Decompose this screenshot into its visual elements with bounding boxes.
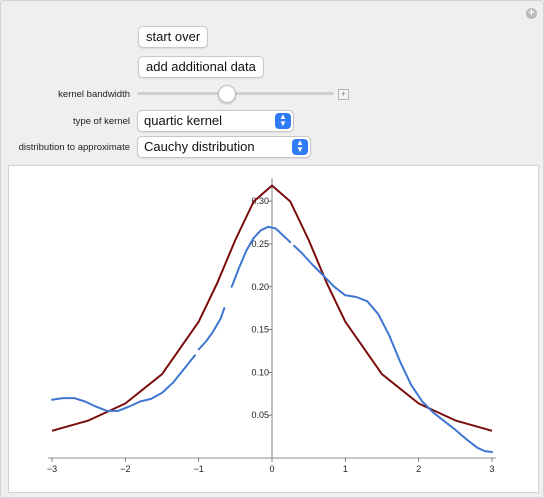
y-tick-label: 0.05 <box>251 410 269 420</box>
kernel-bandwidth-label: kernel bandwidth <box>58 89 130 100</box>
slider-knob[interactable] <box>217 85 236 103</box>
type-of-kernel-label: type of kernel <box>72 116 130 127</box>
cauchy-density-curve <box>51 184 493 432</box>
density-chart: −3 −2 −1 0 1 2 3 0.05 0.10 0.15 0.20 0.25 0.30 <box>47 178 496 474</box>
distribution-value: Cauchy distribution <box>144 139 255 154</box>
chevron-updown-icon: ▲ ▼ <box>292 139 308 155</box>
x-tick-label: 1 <box>343 464 348 474</box>
start-over-button[interactable]: start over <box>138 26 209 48</box>
x-tick-label: −3 <box>47 464 57 474</box>
y-tick-label: 0.10 <box>251 367 269 377</box>
kernel-estimate-curve-segment <box>293 244 493 453</box>
plot-area: −3 −2 −1 0 1 2 3 0.05 0.10 0.15 0.20 0.25 0.30 <box>8 165 539 493</box>
chevron-updown-icon: ▲ ▼ <box>275 113 291 129</box>
distribution-select[interactable]: Cauchy distribution ▲ ▼ <box>137 136 311 158</box>
x-tick-label: −2 <box>120 464 130 474</box>
x-tick-label: −1 <box>194 464 204 474</box>
kernel-estimate-curve-segment <box>230 225 292 288</box>
slider-expand-plus-icon[interactable]: + <box>338 89 349 100</box>
add-additional-data-button[interactable]: add additional data <box>138 56 264 78</box>
y-tick-label: 0.25 <box>251 239 269 249</box>
x-tick-label: 0 <box>269 464 274 474</box>
kernel-type-value: quartic kernel <box>144 113 223 128</box>
expand-plus-icon[interactable]: + <box>526 8 537 19</box>
kernel-estimate-curve-segment <box>51 354 196 412</box>
x-tick-label: 3 <box>489 464 494 474</box>
y-tick-label: 0.20 <box>251 282 269 292</box>
distribution-to-approximate-label: distribution to approximate <box>18 142 130 153</box>
kernel-estimate-curve-segment <box>197 307 226 351</box>
y-tick-label: 0.15 <box>251 325 269 335</box>
y-tick-label: 0.30 <box>251 196 269 206</box>
kernel-type-select[interactable]: quartic kernel ▲ ▼ <box>137 110 294 132</box>
x-tick-label: 2 <box>416 464 421 474</box>
